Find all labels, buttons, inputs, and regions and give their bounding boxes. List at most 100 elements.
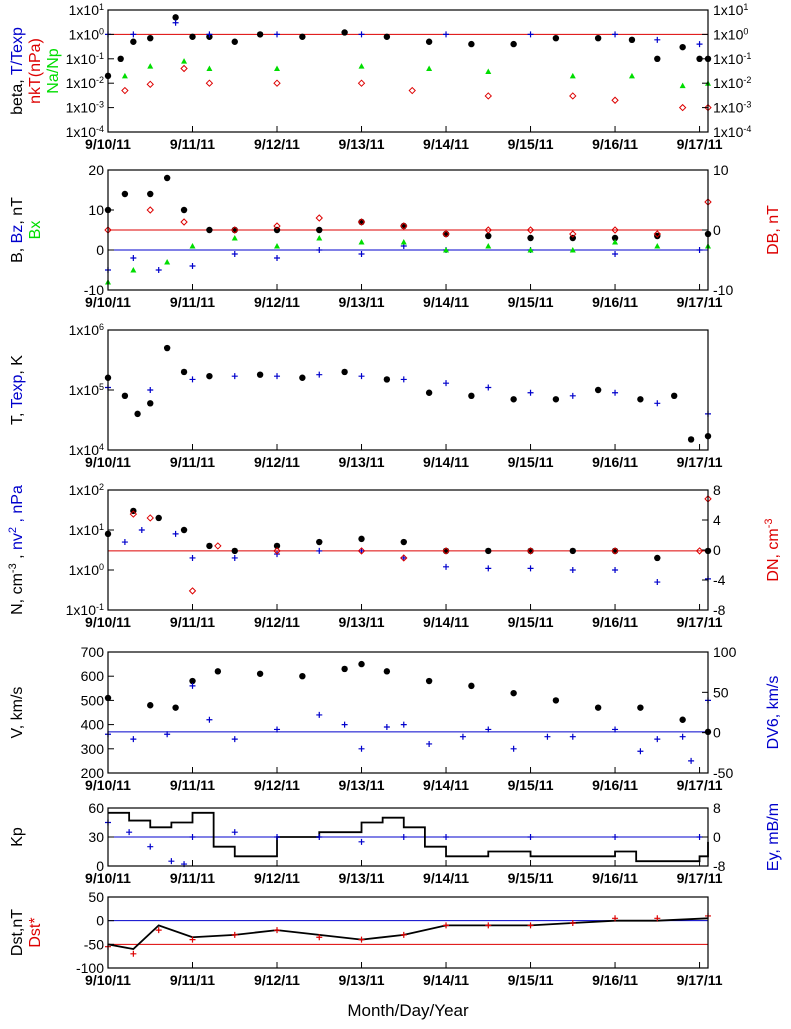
y-tick-label: 1x101: [69, 2, 104, 18]
data-point: [688, 757, 695, 764]
data-point: [611, 226, 619, 234]
data-point: [654, 232, 661, 240]
y-tick-label: 1x100: [69, 26, 104, 42]
data-point: [121, 539, 128, 546]
y2-tick-label: 1x10-2: [713, 75, 751, 91]
x-tick-label: 9/11/11: [170, 777, 215, 793]
data-point: [274, 65, 281, 72]
x-tick-label: 9/17/11: [677, 614, 723, 630]
data-point: [130, 267, 137, 273]
data-point: [164, 731, 171, 738]
y-axis-label: Na/Np: [45, 48, 62, 93]
data-point: [485, 232, 492, 240]
x-tick-label: 9/10/11: [85, 777, 131, 793]
y-tick-label: 1x101: [69, 522, 104, 538]
data-point: [189, 33, 196, 40]
x-tick-label: 9/13/11: [339, 777, 385, 793]
data-point: [654, 243, 661, 249]
x-tick-label: 9/10/11: [85, 136, 131, 152]
data-point: [400, 222, 408, 230]
data-point: [485, 68, 492, 75]
y-axis-label: Bx: [27, 221, 44, 240]
data-point: [180, 218, 188, 226]
data-point: [443, 922, 450, 929]
data-point: [180, 206, 188, 214]
data-point: [231, 547, 238, 555]
y2-tick-label: 1x10-3: [713, 100, 751, 116]
x-tick-label: 9/14/11: [423, 777, 469, 793]
y2-tick-label: 8: [713, 800, 721, 816]
y-tick-label: 0: [96, 913, 104, 929]
data-point: [206, 226, 213, 234]
panel-p6: 0 30 60 -8 0 8 9/10/11 9/11/11 9/12/11 9/13/11 9/1…: [9, 800, 782, 886]
data-point: [129, 510, 138, 518]
y-tick-label: 20: [88, 162, 104, 178]
data-point: [274, 726, 281, 733]
data-point: [400, 721, 407, 728]
series-green: [121, 58, 711, 89]
x-tick-label: 9/14/11: [423, 614, 469, 630]
x-tick-label: 9/16/11: [592, 777, 638, 793]
data-point: [316, 235, 323, 241]
x-tick-label: 9/11/11: [170, 614, 215, 630]
data-point: [206, 65, 213, 72]
data-point: [231, 931, 238, 938]
data-point: [231, 554, 238, 561]
panel-frame: [107, 329, 709, 451]
data-point: [147, 63, 154, 69]
data-point: [231, 736, 238, 743]
y-tick-label: 1x104: [69, 442, 104, 458]
y2-tick-label: 4: [713, 512, 721, 528]
series-step-line: [108, 811, 709, 863]
y2-tick-label: 0: [713, 725, 721, 741]
data-point: [552, 697, 560, 704]
data-point: [628, 72, 635, 79]
series-black: [107, 917, 709, 951]
data-point: [612, 389, 619, 396]
data-point: [273, 226, 281, 234]
x-tick-label: 9/17/11: [677, 294, 723, 310]
y-axis-label: T, Texp, K: [9, 355, 26, 425]
data-point: [527, 234, 534, 242]
series-red: [104, 198, 712, 238]
data-point: [484, 92, 492, 100]
data-point: [654, 554, 661, 562]
data-point: [172, 19, 179, 26]
data-point: [569, 72, 576, 79]
data-point: [459, 733, 466, 740]
data-point: [273, 222, 281, 230]
x-tick-label: 9/17/11: [677, 870, 723, 886]
x-tick-label: 9/13/11: [339, 136, 385, 152]
x-tick-label: 9/16/11: [592, 136, 638, 152]
data-point: [168, 858, 175, 865]
data-point: [341, 721, 348, 728]
series-black: [104, 14, 712, 80]
x-tick-label: 9/16/11: [592, 454, 638, 470]
y2-tick-label: 1x10-1: [713, 51, 751, 67]
data-point: [206, 372, 213, 380]
data-point: [316, 538, 323, 546]
y2-tick-label: -4: [713, 572, 726, 588]
data-point: [256, 371, 264, 378]
y-tick-label: -10: [84, 282, 104, 298]
x-tick-label: 9/16/11: [592, 294, 638, 310]
data-point: [510, 745, 517, 752]
data-point: [696, 834, 703, 840]
series-black: [104, 344, 712, 443]
data-point: [231, 226, 239, 234]
data-point: [138, 527, 145, 533]
data-point: [400, 239, 407, 245]
panel-frame: [107, 896, 709, 969]
data-point: [231, 235, 238, 241]
data-point: [130, 736, 137, 743]
data-point: [687, 436, 695, 443]
data-point: [214, 542, 222, 550]
data-point: [468, 682, 475, 690]
panel-p4: 1x10-1 1x100 1x101 1x102 -8 -4 0 4 8 9/10/11 9/11/…: [7, 482, 782, 630]
y-tick-label: 1x100: [69, 562, 104, 578]
data-point: [527, 31, 534, 38]
data-point: [273, 547, 281, 555]
data-point: [485, 565, 492, 572]
x-tick-label: 9/14/11: [423, 294, 469, 310]
